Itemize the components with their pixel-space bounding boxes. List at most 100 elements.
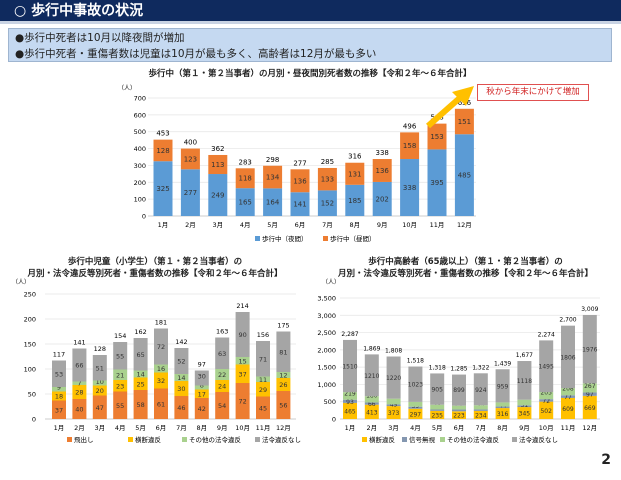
legend-swatch (440, 437, 445, 442)
bar-segment (215, 392, 230, 419)
bar-segment (208, 154, 228, 175)
total-label: 175 (277, 322, 289, 330)
data-label: 97 (586, 392, 594, 399)
data-label: 72 (157, 343, 165, 351)
total-label: 128 (94, 345, 106, 353)
data-label: 72 (542, 398, 550, 405)
x-tick-label: 1月 (54, 424, 65, 432)
x-tick-label: 4月 (240, 221, 251, 229)
bar-segment (72, 385, 87, 399)
bar-segment (235, 383, 250, 419)
data-label: 52 (177, 358, 185, 366)
bar-segment (235, 364, 250, 383)
data-label: 395 (430, 179, 443, 187)
y-tick-label: 100 (134, 196, 146, 204)
x-tick-label: 3月 (94, 424, 105, 432)
bar-segment (343, 339, 357, 393)
x-tick-label: 8月 (196, 424, 207, 432)
bar-segment (194, 389, 209, 398)
data-label: 338 (403, 184, 416, 192)
data-label: 14 (136, 371, 144, 379)
bar-segment (194, 370, 209, 386)
total-label: 2,700 (559, 317, 576, 324)
trend-arrow-head (452, 86, 474, 106)
bar-segment (133, 338, 148, 371)
bar-segment (133, 370, 148, 378)
x-tick-label: 10月 (402, 221, 417, 229)
x-tick-label: 5月 (432, 424, 443, 432)
data-label: 93 (346, 399, 354, 406)
data-label: 413 (366, 409, 378, 416)
data-label: 1510 (342, 364, 357, 371)
legend-swatch (362, 437, 367, 442)
x-tick-label: 4月 (410, 424, 421, 432)
y-tick-label: 1,000 (317, 381, 336, 389)
bar-segment (235, 357, 250, 365)
bar-segment (52, 360, 66, 387)
data-label: 345 (519, 411, 531, 418)
bar-segment (364, 402, 379, 405)
bar-segment (517, 399, 532, 406)
x-tick-label: 9月 (519, 424, 530, 432)
bar-segment (495, 369, 510, 403)
total-label: 163 (216, 328, 228, 336)
bar-segment (52, 391, 66, 401)
bar-segment (400, 159, 420, 216)
data-label: 158 (403, 142, 416, 150)
data-label: 72 (238, 398, 246, 406)
bar-segment (235, 168, 255, 189)
bar-segment (386, 356, 401, 399)
data-label: 9 (57, 384, 61, 392)
data-label: 1220 (386, 375, 401, 382)
y-tick-label: 1,500 (317, 364, 336, 372)
total-label: 156 (257, 331, 269, 339)
data-label: 29 (259, 386, 267, 394)
data-label: 32 (157, 377, 165, 385)
bar-segment (256, 396, 270, 419)
bar-segment (386, 404, 401, 407)
bar-segment (72, 381, 87, 385)
data-label: 899 (453, 387, 465, 394)
data-label: 223 (453, 413, 465, 420)
data-label: 152 (321, 200, 334, 208)
total-label: 285 (321, 158, 334, 166)
y-tick-label: 0 (142, 213, 146, 221)
bar-segment (276, 331, 291, 372)
chart-title-fatalities: 歩行中（第１・第２当事者）の月別・昼夜間別死者数の推移【令和２年～６年合計】 (148, 69, 472, 79)
bar-segment (473, 405, 488, 410)
bar-segment (113, 369, 128, 380)
data-label: 1495 (539, 364, 554, 371)
data-label: 136 (376, 167, 390, 175)
summary-box: ●歩行中死者は10月以降夜間が増加 ●歩行中死者・重傷者数は児童は10月が最も多… (8, 28, 612, 62)
bar-segment (372, 159, 392, 182)
bar-segment (235, 188, 255, 216)
data-label: 55 (116, 352, 124, 360)
total-label: 1,677 (516, 352, 533, 359)
data-label: 1806 (560, 354, 575, 361)
data-label: 22 (218, 371, 226, 379)
x-tick-label: 12月 (582, 424, 597, 432)
data-label: 42 (198, 405, 206, 413)
y-tick-label: 700 (134, 95, 146, 103)
bar-segment (539, 392, 554, 400)
data-label: 131 (348, 170, 361, 178)
legend-swatch (67, 437, 72, 442)
bar-segment (364, 354, 379, 397)
bar-segment (454, 134, 474, 216)
bar-segment (345, 162, 365, 185)
bar-segment (430, 404, 445, 410)
x-tick-label: 2月 (74, 424, 85, 432)
bar-segment (154, 388, 168, 419)
x-tick-label: 2月 (366, 424, 377, 432)
bar-segment (539, 399, 554, 402)
data-label: 234 (475, 412, 487, 419)
total-label: 1,869 (363, 345, 380, 352)
bar-segment (215, 337, 230, 369)
bar-segment (276, 391, 291, 419)
x-tick-label: 5月 (135, 424, 146, 432)
data-label: 316 (497, 411, 509, 418)
bar-segment (52, 400, 66, 419)
legend-swatch (323, 236, 328, 241)
data-label: 959 (497, 383, 509, 390)
x-tick-label: 7月 (176, 424, 187, 432)
